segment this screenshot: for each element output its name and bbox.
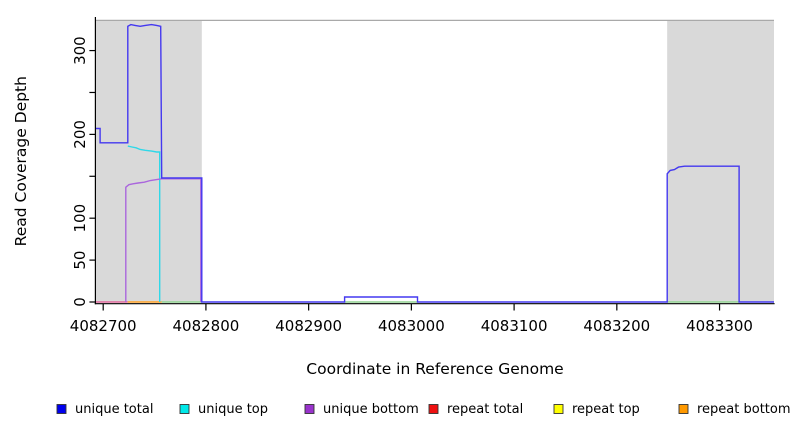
- x-tick-label: 4083100: [481, 317, 548, 335]
- x-tick-label: 4083000: [378, 317, 445, 335]
- x-tick-label: 4083300: [686, 317, 753, 335]
- legend-swatch-unique-top: [179, 404, 190, 414]
- x-axis-title: Coordinate in Reference Genome: [306, 360, 563, 378]
- x-tick-label: 4082700: [70, 317, 137, 335]
- legend-swatch-repeat-top: [553, 404, 564, 414]
- legend-label-unique-top: unique top: [198, 402, 268, 417]
- x-tick-label: 4083200: [583, 317, 650, 335]
- y-tick-label: 0: [71, 297, 89, 307]
- legend: unique total unique top unique bottom repea…: [56, 402, 791, 417]
- y-tick-label: 200: [71, 120, 89, 149]
- series-unique-bottom: [125, 178, 202, 302]
- legend-swatch-unique-bottom: [304, 404, 315, 414]
- y-tick-label: 300: [71, 36, 89, 65]
- shaded-region: [96, 20, 202, 303]
- y-tick-label: 50: [71, 251, 89, 270]
- y-tick-label: 100: [71, 204, 89, 233]
- x-tick-label: 4082900: [275, 317, 342, 335]
- legend-swatch-repeat-bottom: [678, 404, 689, 414]
- shaded-region: [667, 20, 774, 303]
- legend-label-repeat-total: repeat total: [447, 402, 523, 417]
- series-unique-top: [127, 145, 161, 302]
- legend-label-unique-total: unique total: [75, 402, 153, 417]
- legend-label-repeat-top: repeat top: [572, 402, 640, 417]
- legend-swatch-repeat-total: [428, 404, 439, 414]
- y-axis-title: Read Coverage Depth: [12, 76, 30, 246]
- x-tick-label: 4082800: [173, 317, 240, 335]
- series-unique-total: [96, 23, 774, 303]
- legend-swatch-unique-total: [56, 404, 67, 414]
- legend-label-unique-bottom: unique bottom: [323, 402, 419, 417]
- legend-label-repeat-bottom: repeat bottom: [697, 402, 791, 417]
